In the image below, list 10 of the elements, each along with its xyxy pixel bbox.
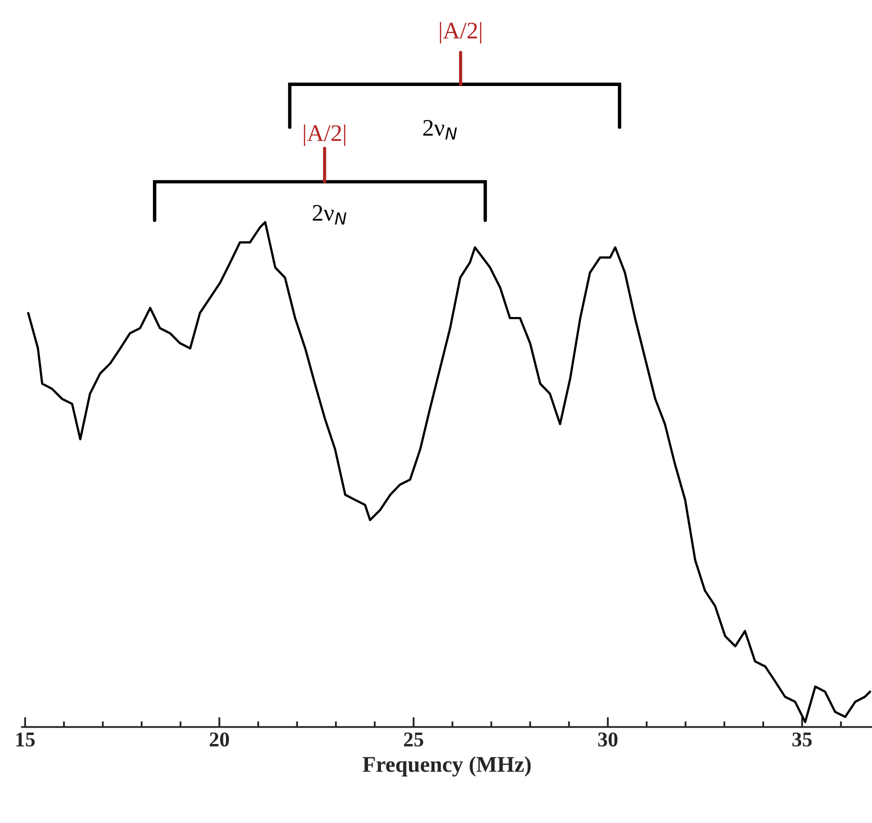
text: 2ν$_{N}$ <box>423 120 457 140</box>
annotation: 2ν$_{N}$ <box>312 205 346 225</box>
x-axis-title: Frequency (MHz) <box>362 756 531 777</box>
x-tick-label: 25 <box>404 732 424 747</box>
text: |A/2| <box>304 124 346 146</box>
x-tick-label: 35 <box>792 732 812 747</box>
x-tick-label: 15 <box>16 732 35 747</box>
text: |A/2| <box>440 22 482 44</box>
x-tick-label: 20 <box>210 732 229 747</box>
x-tick-label: 30 <box>598 732 618 747</box>
